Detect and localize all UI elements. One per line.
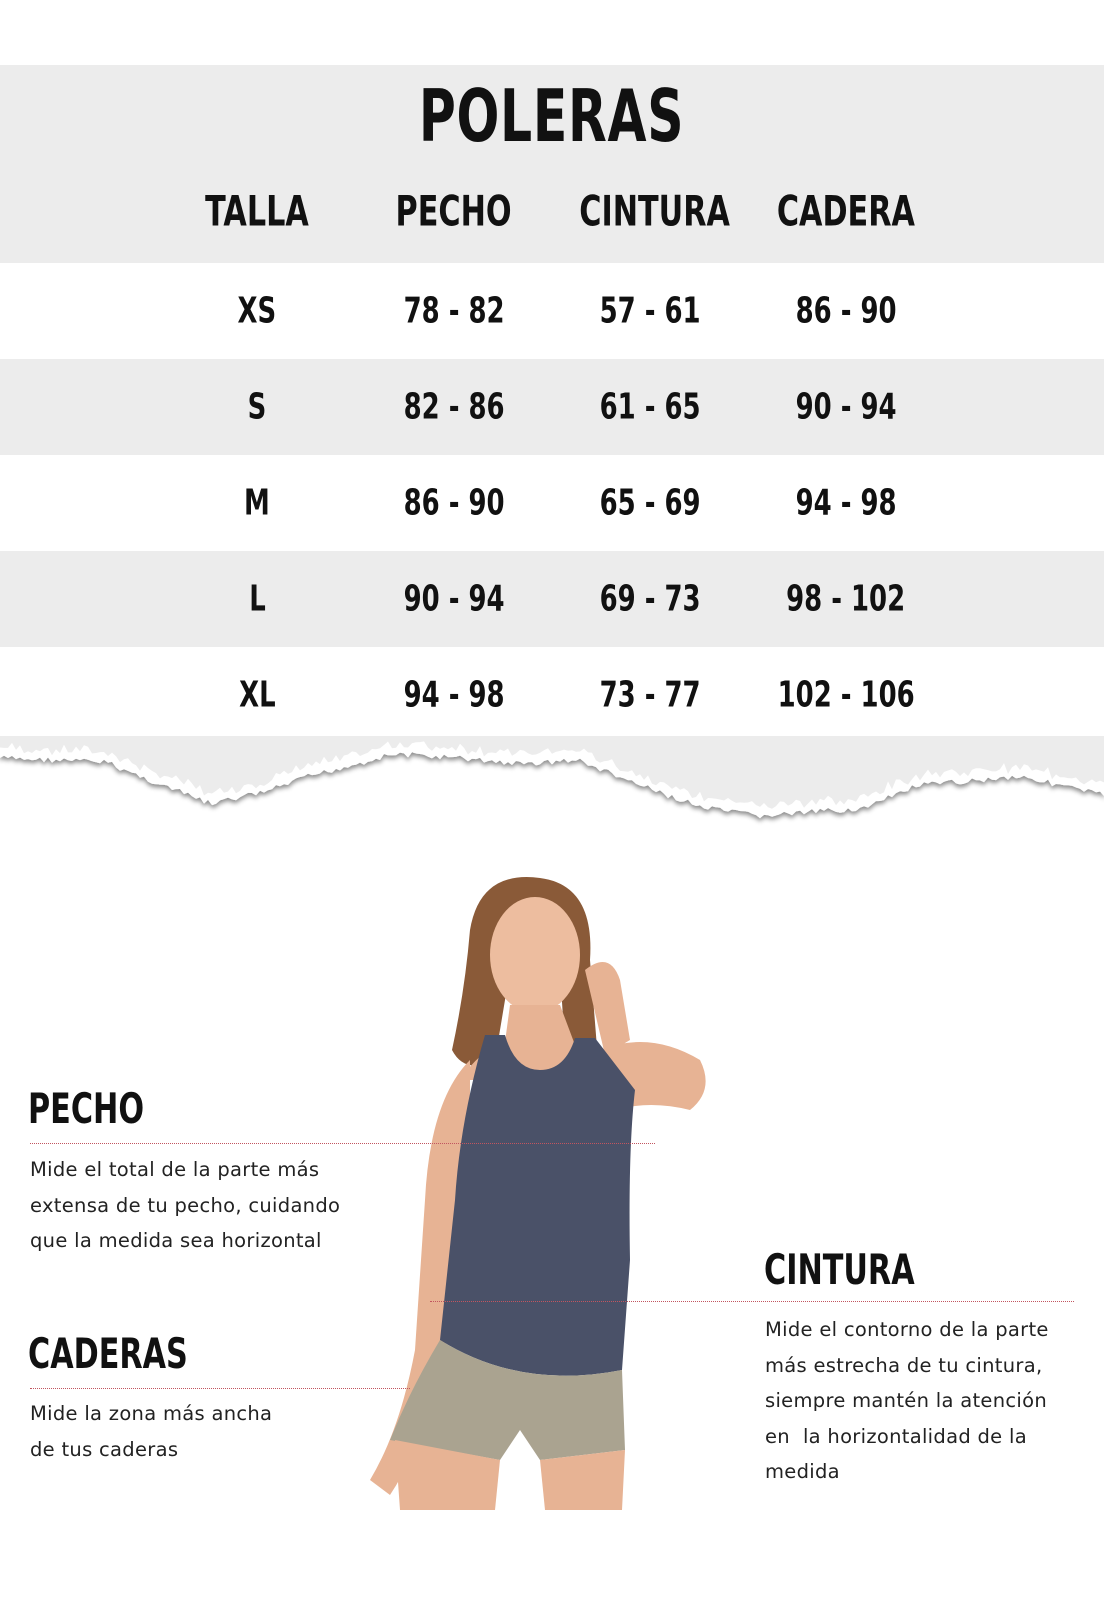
table-row: L 90 - 94 69 - 73 98 - 102 xyxy=(0,551,1104,647)
cintura-line: en la horizontalidad de la xyxy=(765,1424,1027,1448)
caderas-description: Mide la zona más ancha de tus caderas xyxy=(30,1396,272,1467)
cell-cadera: 90 - 94 xyxy=(795,386,897,428)
cell-pecho: 78 - 82 xyxy=(403,290,505,332)
model-legs xyxy=(395,1440,625,1510)
cintura-line: medida xyxy=(765,1460,840,1483)
cell-cintura: 65 - 69 xyxy=(599,482,701,524)
caderas-guide-line xyxy=(30,1388,410,1389)
header-band xyxy=(0,65,1104,263)
caderas-heading: CADERAS xyxy=(28,1329,188,1378)
column-header-pecho: PECHO xyxy=(395,186,513,236)
cintura-guide-line xyxy=(430,1301,1074,1302)
model-tank-top xyxy=(440,1035,635,1376)
table-row: XS 78 - 82 57 - 61 86 - 90 xyxy=(0,263,1104,359)
column-header-cintura: CINTURA xyxy=(579,186,730,236)
cell-cadera: 94 - 98 xyxy=(795,482,897,524)
cintura-heading: CINTURA xyxy=(764,1245,915,1294)
pecho-description: Mide el total de la parte más extensa de… xyxy=(30,1152,340,1259)
column-header-talla: TALLA xyxy=(205,186,309,236)
table-row: M 86 - 90 65 - 69 94 - 98 xyxy=(0,455,1104,551)
pecho-line: Mide el total de la parte más xyxy=(30,1158,320,1181)
cell-cintura: 73 - 77 xyxy=(599,674,701,716)
model-photo xyxy=(370,877,706,1510)
pecho-line: extensa de tu pecho, cuidando xyxy=(30,1193,341,1217)
cintura-line: Mide el contorno de la parte xyxy=(765,1318,1049,1341)
table-header: TALLA PECHO CINTURA CADERA xyxy=(0,163,1104,259)
pecho-heading: PECHO xyxy=(28,1084,145,1133)
cell-cadera: 102 - 106 xyxy=(777,674,915,716)
cintura-line: siempre mantén la atención xyxy=(765,1389,1047,1412)
cell-cadera: 98 - 102 xyxy=(786,578,906,620)
cell-cadera: 86 - 90 xyxy=(795,290,897,332)
cell-pecho: 86 - 90 xyxy=(403,482,505,524)
caderas-line: Mide la zona más ancha xyxy=(30,1402,273,1425)
table-row: S 82 - 86 61 - 65 90 - 94 xyxy=(0,359,1104,455)
cell-talla: XS xyxy=(237,290,277,332)
model-shorts xyxy=(390,1340,625,1460)
cell-pecho: 90 - 94 xyxy=(403,578,505,620)
page-title: POLERAS xyxy=(419,74,685,158)
cell-pecho: 82 - 86 xyxy=(403,386,505,428)
pecho-line: que la medida sea horizontal xyxy=(30,1229,322,1252)
cell-pecho: 94 - 98 xyxy=(403,674,505,716)
model-face xyxy=(490,897,580,1013)
cell-talla: S xyxy=(247,386,267,428)
cell-talla: XL xyxy=(238,674,276,716)
cintura-line: más estrecha de tu cintura, xyxy=(765,1353,1043,1377)
cintura-description: Mide el contorno de la parte más estrech… xyxy=(765,1312,1049,1490)
cell-cintura: 61 - 65 xyxy=(599,386,701,428)
pecho-guide-line xyxy=(30,1143,655,1144)
cell-talla: M xyxy=(244,482,270,524)
cell-cintura: 69 - 73 xyxy=(599,578,701,620)
caderas-line: de tus caderas xyxy=(30,1437,179,1461)
torn-paper-edge xyxy=(0,736,1104,819)
cell-cintura: 57 - 61 xyxy=(599,290,701,332)
table-row: XL 94 - 98 73 - 77 102 - 106 xyxy=(0,647,1104,743)
column-header-cadera: CADERA xyxy=(776,186,916,236)
cell-talla: L xyxy=(248,578,266,620)
